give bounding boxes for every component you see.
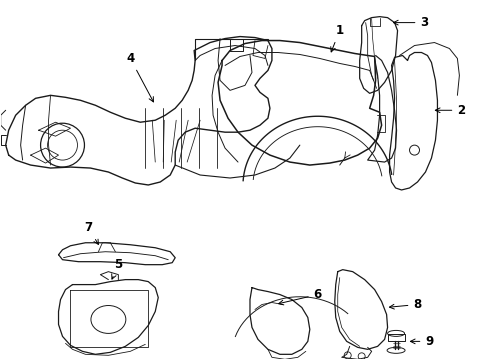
Text: 2: 2 (434, 104, 465, 117)
Text: 9: 9 (409, 335, 433, 348)
Text: 7: 7 (84, 221, 98, 244)
Text: 8: 8 (388, 298, 421, 311)
Text: 6: 6 (278, 288, 321, 305)
Text: 3: 3 (393, 16, 427, 29)
Text: 1: 1 (330, 24, 343, 52)
Text: 5: 5 (111, 258, 122, 279)
Text: 4: 4 (126, 52, 153, 102)
